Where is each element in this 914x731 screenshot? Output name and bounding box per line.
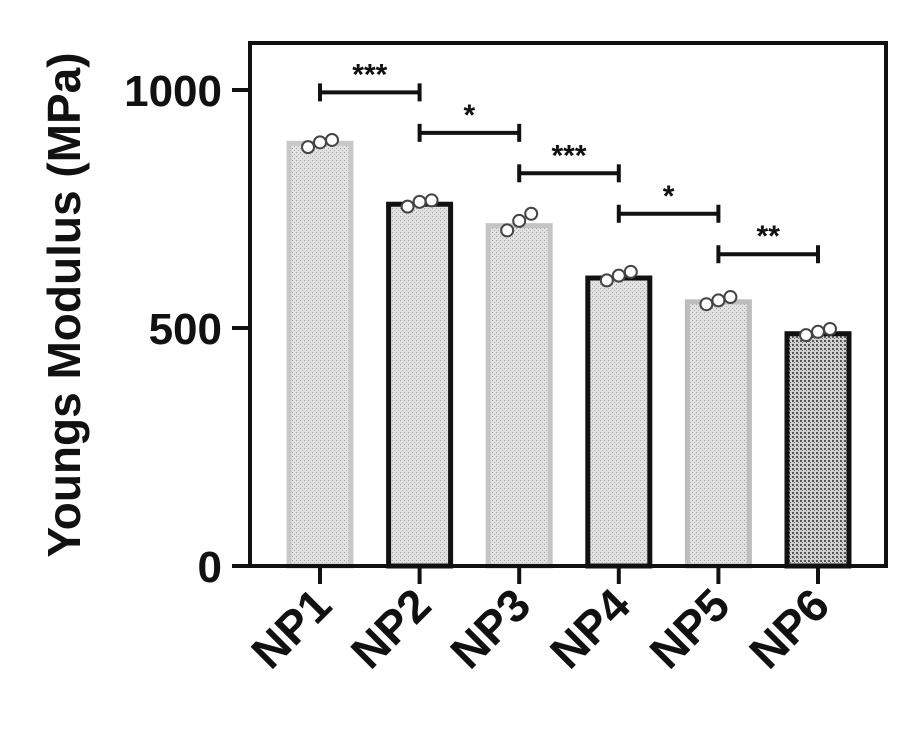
significance-bracket: * <box>616 180 721 223</box>
significance-label: *** <box>551 139 586 172</box>
significance-layer: ********** <box>318 58 820 264</box>
bar-np3 <box>485 223 553 569</box>
data-point-np4 <box>611 268 626 283</box>
data-point-np3 <box>500 223 515 238</box>
bar-np5 <box>684 299 752 569</box>
data-point-np2 <box>412 194 427 209</box>
y-tick-label: 1000 <box>124 67 222 116</box>
data-point-np1 <box>325 132 339 147</box>
plot-frame <box>248 41 888 568</box>
y-axis-title: Youngs Modulus (MPa) <box>38 52 90 557</box>
bars-layer <box>286 140 852 569</box>
significance-bracket: * <box>417 99 522 142</box>
y-axis: 0 500 1000 <box>124 67 250 592</box>
x-axis: NP1 NP2 NP3 NP4 NP5 NP6 <box>241 566 839 678</box>
x-tick-label: NP1 <box>241 578 341 678</box>
bar-np6 <box>784 331 852 569</box>
data-point-np3 <box>524 206 539 221</box>
data-point-np4 <box>623 264 638 279</box>
bar-np2 <box>386 201 454 569</box>
bar-np4 <box>585 275 653 569</box>
data-point-np6 <box>823 321 837 336</box>
x-tick-label: NP6 <box>739 578 839 678</box>
data-point-np5 <box>699 297 714 312</box>
data-point-np2 <box>424 193 439 208</box>
data-point-np1 <box>301 140 315 155</box>
significance-label: *** <box>352 58 387 91</box>
y-tick-label: 500 <box>149 305 222 354</box>
y-tick-label: 0 <box>198 543 222 592</box>
data-point-np6 <box>799 328 813 343</box>
bar-np1 <box>286 140 354 569</box>
significance-label: * <box>663 180 675 213</box>
data-point-np1 <box>313 135 327 150</box>
significance-bracket: *** <box>517 139 621 183</box>
significance-bracket: *** <box>318 58 422 102</box>
significance-label: ** <box>757 220 781 253</box>
data-point-np5 <box>711 293 726 308</box>
data-point-np4 <box>599 273 614 288</box>
data-point-np5 <box>723 290 738 305</box>
significance-bracket: ** <box>716 220 820 264</box>
data-point-np2 <box>400 199 415 214</box>
data-point-np6 <box>811 324 825 339</box>
x-tick-label: NP3 <box>440 578 540 678</box>
x-tick-label: NP2 <box>341 578 441 678</box>
data-point-np3 <box>512 213 527 228</box>
x-tick-label: NP5 <box>639 578 739 678</box>
points-layer <box>301 132 837 343</box>
significance-label: * <box>464 99 476 132</box>
x-tick-label: NP4 <box>540 578 640 678</box>
